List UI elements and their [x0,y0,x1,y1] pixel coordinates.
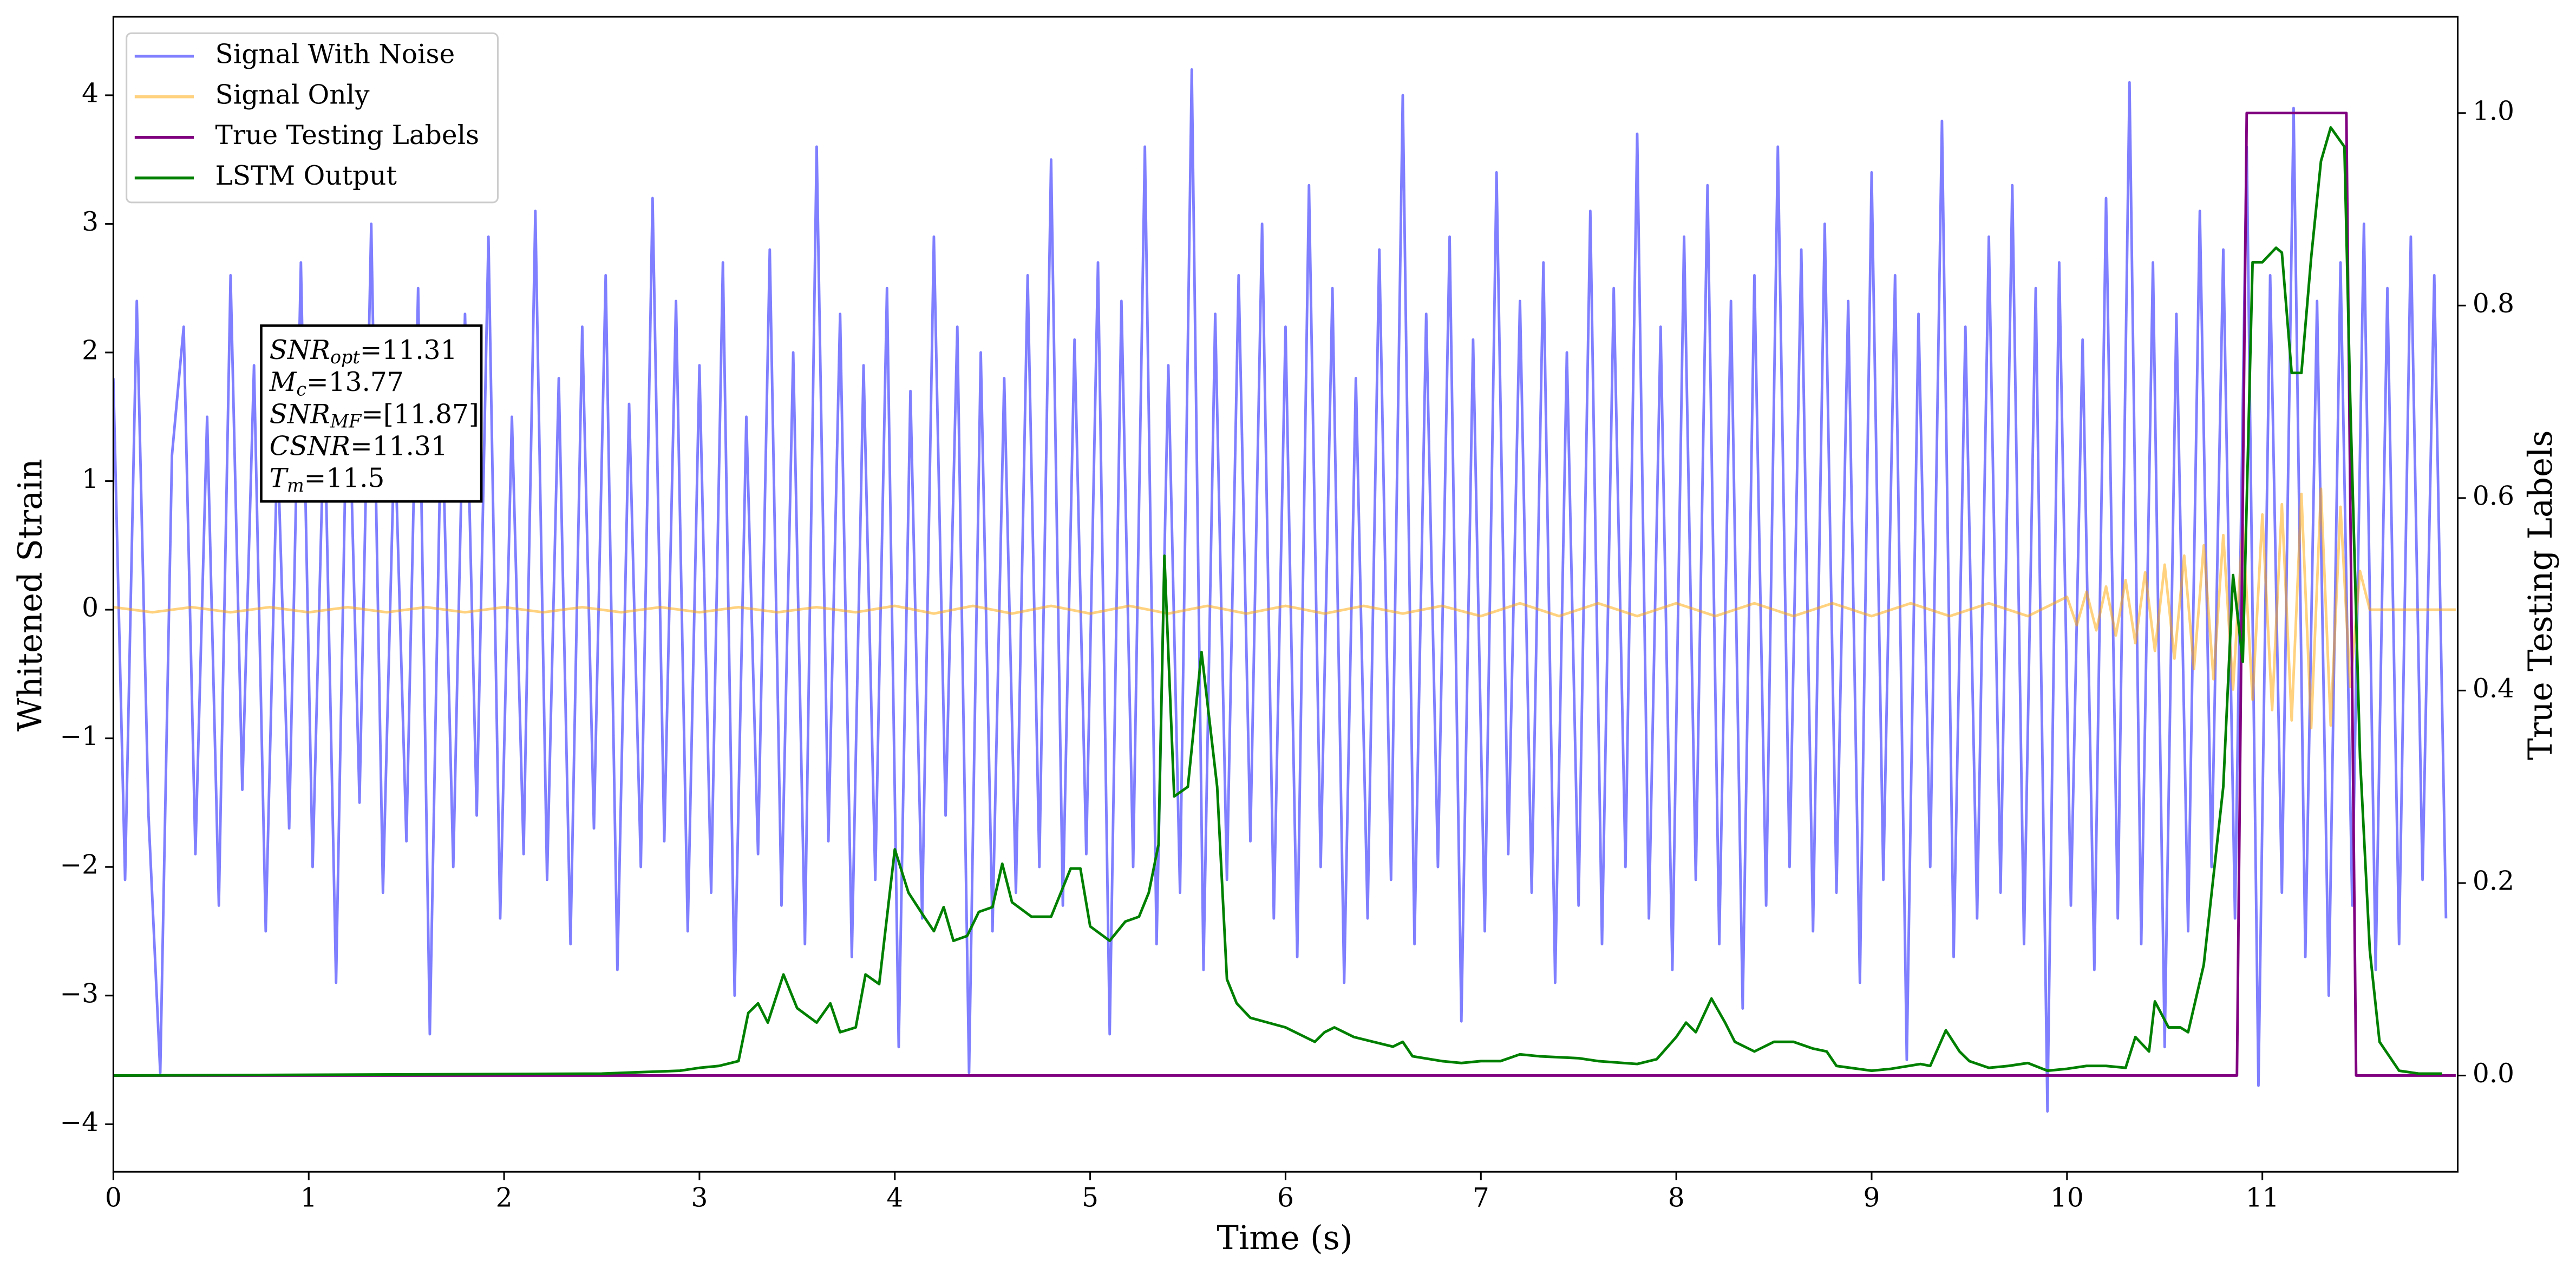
annotation-symbol: CSNR [270,431,350,461]
y2-tick-label: 0.8 [2473,289,2514,319]
x-tick-label: 8 [1668,1182,1685,1213]
x-tick-label: 11 [2246,1182,2279,1213]
annotation-line: Mc=13.77 [269,367,404,400]
y2-tick-label: 1.0 [2473,96,2514,126]
y-axis-label: Whitened Strain [11,459,49,731]
annotation-symbol: T [270,463,289,493]
legend-label: True Testing Labels [215,120,480,151]
annotation-value: =[11.87] [361,399,479,429]
x-tick-label: 9 [1864,1182,1880,1213]
y-tick-label: −2 [60,850,99,880]
y-tick-label: 3 [82,207,99,237]
annotation-subscript: m [287,475,304,496]
x-tick-label: 6 [1277,1182,1294,1213]
annotation-line: Tm=11.5 [270,463,385,496]
data-line [113,68,2448,1113]
annotation-subscript: MF [330,411,362,432]
x-tick-label: 10 [2050,1182,2084,1213]
annotation-subscript: opt [330,347,360,368]
annotation-value: =11.31 [350,431,448,461]
legend-label: Signal With Noise [215,39,455,69]
y-tick-label: 0 [82,593,99,623]
annotation-symbol: SNR [270,399,330,429]
y-tick-label: 2 [82,336,99,366]
y-tick-label: 4 [82,78,99,108]
x-tick-label: 0 [105,1182,122,1213]
annotation-line: CSNR=11.31 [270,431,448,461]
y-tick-label: 1 [82,464,99,494]
y2-tick-label: 0.2 [2473,866,2514,896]
data-line [113,112,2456,1077]
legend-box [126,32,499,204]
annotation-symbol: SNR [270,335,330,365]
y-tick-label: −4 [60,1107,99,1138]
data-line [113,126,2442,1077]
y2-tick-label: 0.0 [2473,1059,2514,1089]
annotation-symbol: M [269,367,297,397]
legend-label: LSTM Output [215,161,397,191]
x-tick-label: 3 [691,1182,708,1213]
annotation-value: =11.5 [304,463,385,493]
x-tick-label: 1 [300,1182,317,1213]
annotation-line: SNRopt=11.31 [270,335,457,368]
annotation-line: SNRMF=[11.87] [270,399,479,432]
annotation-value: =13.77 [306,367,404,397]
plot-area [113,68,2456,1113]
x-axis-label: Time (s) [1217,1219,1352,1257]
annotation-subscript: c [296,378,306,400]
y2-axis-label: True Testing Labels [2522,430,2560,760]
y2-tick-label: 0.4 [2473,674,2514,704]
x-tick-label: 2 [496,1182,513,1213]
annotation-value: =11.31 [360,335,457,365]
legend-label: Signal Only [215,80,370,110]
x-tick-label: 7 [1473,1182,1489,1213]
y2-tick-label: 0.6 [2473,481,2514,511]
axes-frame [112,16,2459,1173]
x-tick-label: 5 [1082,1182,1099,1213]
y-tick-label: −3 [60,978,99,1009]
x-tick-label: 4 [886,1182,903,1213]
y-tick-label: −1 [60,721,99,752]
data-line [113,487,2456,730]
annotation-box [260,324,483,503]
